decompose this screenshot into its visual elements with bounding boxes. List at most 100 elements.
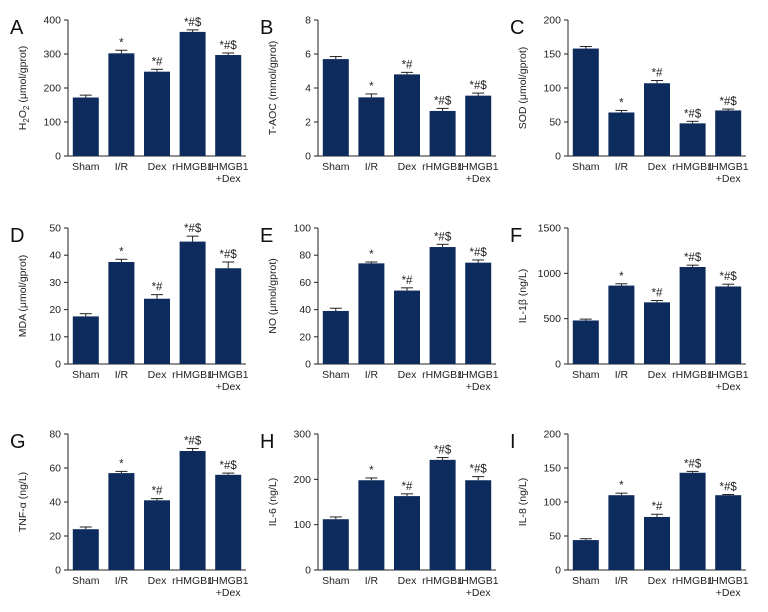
panel-c-category-label-line: Dex <box>648 161 667 173</box>
panel-f-bar <box>608 285 635 364</box>
panel-e-category-label-line: Dex <box>398 369 417 381</box>
panel-f-category-label-line: Dex <box>648 369 667 381</box>
panel-h-significance-label: *#$ <box>434 445 452 457</box>
panel-i-category-label: Dex <box>648 575 667 587</box>
panel-f-category-label: rHMGB1 +Dex <box>708 369 749 393</box>
panel-f-y-tick-label: 500 <box>543 313 561 325</box>
panel-a-y-axis-label-part: H <box>17 123 29 131</box>
panel-d-y-tick-label: 20 <box>49 304 61 316</box>
panel-h-y-tick-label: 300 <box>293 429 311 441</box>
panel-h-category-label: I/R <box>365 575 379 587</box>
panel-d-y-axis-label: MDA (μmol/gprot) <box>17 255 29 337</box>
panel-i-y-axis-label: IL-8 (ng/L) <box>517 478 529 526</box>
panel-b-bar <box>465 95 492 156</box>
panel-b-y-tick-label: 6 <box>305 49 311 61</box>
panel-i-bar <box>572 540 599 570</box>
panel-d-y-tick-label: 10 <box>49 331 61 343</box>
panel-d-category-label-line: rHMGB1 <box>172 369 213 381</box>
panel-f-y-tick-label: 1500 <box>538 223 562 235</box>
panel-c-category-label-line: Sham <box>572 161 600 173</box>
panel-h-category-label-line: Dex <box>398 575 417 587</box>
panel-d-y-tick-label: 30 <box>49 277 61 289</box>
panel-e-bar <box>358 263 385 364</box>
panel-d-category-label: rHMGB1 +Dex <box>208 369 249 393</box>
panel-i-category-label-line: rHMGB1 <box>672 575 713 587</box>
panel-d-y-axis-label-part: MDA (μmol/gprot) <box>17 255 29 337</box>
panel-h-y-axis-label: IL-6 (ng/L) <box>267 478 279 526</box>
panel-c-significance-label: *#$ <box>684 108 702 120</box>
panel-b-bar <box>394 74 420 156</box>
panel-d-category-label-line: rHMGB1 <box>208 369 249 381</box>
panel-d-y-tick-label: 40 <box>49 250 61 262</box>
panel-i-bar <box>608 495 635 570</box>
panel-b-chart: B T-AOC (mmol/gprot) 0 2 4 6 8 Sham * I/R *# Dex *#$… <box>260 15 499 186</box>
panel-g-y-tick-label: 20 <box>49 531 61 543</box>
panel-e-category-label: Dex <box>398 369 417 381</box>
panel-b-bar <box>429 110 456 156</box>
panel-a-category-label: rHMGB1 <box>172 161 213 173</box>
panel-d-significance-label: * <box>119 246 124 258</box>
panel-c-significance-label: *# <box>652 68 663 80</box>
panel-b-category-label-line: rHMGB1 <box>422 161 463 173</box>
panel-a-bar <box>215 55 242 156</box>
panel-d-bar <box>108 262 135 364</box>
panel-e-y-tick-label: 60 <box>299 277 311 289</box>
panel-b-category-label: rHMGB1 <box>422 161 463 173</box>
panel-h-significance-label: * <box>369 465 374 477</box>
panel-a-y-axis-label-part: 2 <box>22 118 31 123</box>
panel-i-category-label-line: rHMGB1 <box>708 575 749 587</box>
panel-d-category-label: I/R <box>115 369 129 381</box>
panel-e-category-label-line: rHMGB1 <box>422 369 463 381</box>
panel-h-bar <box>429 459 456 570</box>
panel-b-bar <box>322 59 349 156</box>
panel-b-category-label-line: I/R <box>365 161 379 173</box>
panel-g-category-label-line: I/R <box>115 575 129 587</box>
panel-c-category-label: rHMGB1 +Dex <box>708 161 749 185</box>
panel-h-y-axis-label-part: IL-6 (ng/L) <box>267 478 279 526</box>
panel-g-category-label: rHMGB1 +Dex <box>208 575 249 599</box>
panel-a-bar <box>72 97 99 156</box>
panel-g-category-label-line: rHMGB1 <box>208 575 249 587</box>
panel-f-category-label: I/R <box>615 369 629 381</box>
panel-c-bar <box>715 110 742 156</box>
panel-f-chart: F IL-1β (ng/L) 0 500 1000 1500 Sham * I/R *# Dex *#… <box>510 223 749 394</box>
panel-i-significance-label: *# <box>652 501 663 513</box>
panel-a-category-label-line: Dex <box>148 161 167 173</box>
panel-i-significance-label: *#$ <box>684 458 702 470</box>
panel-g-category-label: rHMGB1 <box>172 575 213 587</box>
panel-a-y-tick-label: 100 <box>43 117 61 129</box>
panel-h-bar <box>322 519 349 570</box>
panel-f-category-label: Sham <box>572 369 600 381</box>
panel-c-bar <box>679 123 706 156</box>
panel-i-bar <box>644 516 670 570</box>
panel-c-bar <box>608 112 635 156</box>
panel-e-bar <box>465 262 492 364</box>
panel-f-category-label-line: rHMGB1 <box>708 369 749 381</box>
panel-d-y-tick-label: 0 <box>55 359 61 371</box>
panel-h-chart: H IL-6 (ng/L) 0 100 200 300 Sham * I/R *# Dex *#$ rH… <box>260 429 499 600</box>
panel-h-significance-label: *#$ <box>470 464 488 476</box>
panel-b-category-label-line: Dex <box>398 161 417 173</box>
panel-i-category-label-line: +Dex <box>716 587 742 599</box>
panel-i-letter: I <box>510 431 516 453</box>
panel-c-significance-label: *#$ <box>720 96 738 108</box>
panel-a-y-axis-label-part: 2 <box>22 105 31 110</box>
panel-e-category-label: rHMGB1 +Dex <box>458 369 499 393</box>
panel-g-y-axis-label: TNF-α (ng/L) <box>17 472 29 532</box>
panel-g-category-label-line: rHMGB1 <box>172 575 213 587</box>
panel-d-category-label: rHMGB1 <box>172 369 213 381</box>
panel-d-significance-label: *#$ <box>184 223 202 235</box>
panel-a-bar <box>108 53 135 156</box>
panel-h-category-label-line: Sham <box>322 575 350 587</box>
panel-f-category-label-line: +Dex <box>716 381 742 393</box>
panel-d-category-label-line: Dex <box>148 369 167 381</box>
panel-h-significance-label: *# <box>402 481 413 493</box>
panel-h-category-label-line: I/R <box>365 575 379 587</box>
panel-e-bar <box>394 290 420 364</box>
panel-b-bar <box>358 97 385 156</box>
panel-e-category-label-line: +Dex <box>466 381 492 393</box>
panel-e-category-label: I/R <box>365 369 379 381</box>
panel-i-bar <box>715 495 742 570</box>
panel-d-significance-label: *#$ <box>220 249 238 261</box>
panel-b-significance-label: * <box>369 81 374 93</box>
